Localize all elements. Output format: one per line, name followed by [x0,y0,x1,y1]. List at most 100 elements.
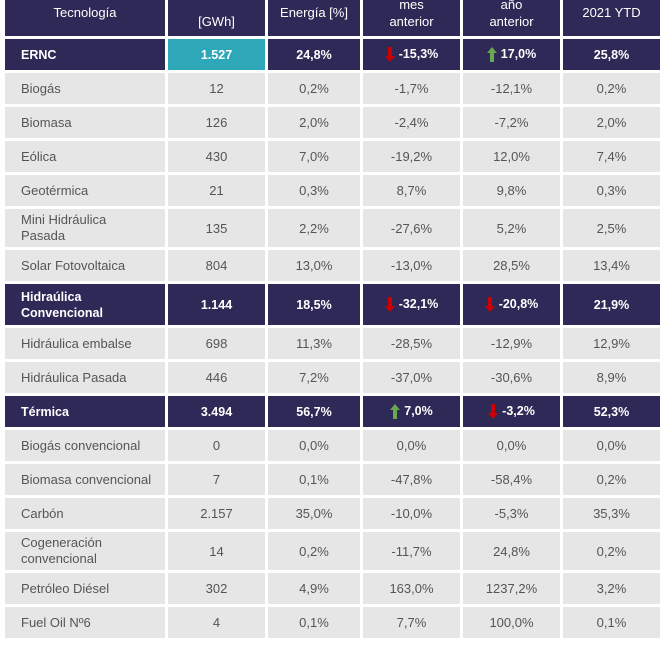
header-tecnologia: Tecnología [5,0,165,36]
cell-mes-anterior: -28,5% [363,328,460,359]
cell-mes-anterior-value: -47,8% [390,472,433,487]
cell-gwh: 126 [168,107,265,138]
cell-ytd: 7,4% [563,141,660,172]
table-row: Hidráulica Pasada 446 7,2% -37,0% -30,6% 8,9% [5,362,660,393]
cell-gwh-value: 7 [212,472,221,487]
cell-ano-anterior-value: -7,2% [494,115,529,130]
cell-ano-anterior: -12,9% [463,328,560,359]
cell-tecnologia: Eólica [5,141,165,172]
cell-mes-anterior: -47,8% [363,464,460,495]
cell-mes-anterior: -32,1% [363,284,460,325]
cell-gwh: 21 [168,175,265,206]
cell-ytd: 12,9% [563,328,660,359]
cell-gwh-value: 12 [209,81,224,96]
table-row: Solar Fotovoltaica 804 13,0% -13,0% 28,5% 13,… [5,250,660,281]
cell-energia-value: 0,1% [299,472,329,487]
name-text: Eólica [21,148,57,164]
table-body: ERNC 1.527 24,8% -15,3% 17,0% 25,8% Biogás 12 0,… [5,39,660,638]
cell-energia-value: 18,5% [296,297,332,312]
table-row: Mini Hidráulica Pasada 135 2,2% -27,6% 5,2% 2,… [5,209,660,247]
cell-energia-value: 7,2% [299,370,329,385]
cell-ano-anterior-value: -5,3% [494,506,529,521]
cell-gwh: 0 [168,430,265,461]
cell-gwh-value: 1.144 [200,297,233,312]
cell-ano-anterior: 100,0% [463,607,560,638]
cell-tecnologia: Hidráulica Pasada [5,362,165,393]
cell-ytd-value: 25,8% [593,47,630,62]
cell-ano-anterior: -30,6% [463,362,560,393]
cell-ano-anterior: 1237,2% [463,573,560,604]
cell-ano-anterior-value: -58,4% [490,472,533,487]
cell-gwh: 2.157 [168,498,265,529]
cell-energia-value: 7,0% [299,149,329,164]
name-text: Geotérmica [21,182,89,198]
cell-energia-value: 2,0% [299,115,329,130]
cell-ytd-value: 3,2% [596,581,627,596]
table-row: Hidráulica embalse 698 11,3% -28,5% -12,9% 12… [5,328,660,359]
cell-gwh: 1.144 [168,284,265,325]
cell-ytd: 0,2% [563,73,660,104]
table-row: Biomasa 126 2,0% -2,4% -7,2% 2,0% [5,107,660,138]
cell-gwh-value: 4 [212,615,221,630]
cell-tecnologia: Fuel Oil Nº6 [5,607,165,638]
cell-gwh: 446 [168,362,265,393]
cell-mes-anterior-value: -2,4% [394,115,429,130]
cell-ytd-value: 0,0% [596,438,627,453]
cell-ano-anterior-value: 0,0% [496,438,527,453]
group-row: Hidraúlica Convencional 1.144 18,5% -32,1% -2… [5,284,660,325]
table-row: Biomasa convencional 7 0,1% -47,8% -58,4% 0,2… [5,464,660,495]
cell-mes-anterior-value: -10,0% [390,506,433,521]
cell-ytd-value: 0,2% [596,472,627,487]
cell-mes-anterior: -15,3% [363,39,460,70]
cell-energia-value: 0,0% [299,438,329,453]
cell-gwh-value: 3.494 [200,404,233,419]
cell-ytd-value: 0,1% [596,615,627,630]
cell-energia-value: 0,3% [299,183,329,198]
cell-mes-anterior: -13,0% [363,250,460,281]
cell-mes-anterior-value: -1,7% [394,81,429,96]
cell-ano-anterior: -7,2% [463,107,560,138]
cell-ytd: 13,4% [563,250,660,281]
header-ytd: 2021 YTD [563,0,660,36]
cell-ytd-value: 21,9% [593,297,630,312]
cell-mes-anterior: -10,0% [363,498,460,529]
cell-energia-value: 2,2% [299,220,329,236]
cell-energia: 7,0% [268,141,360,172]
cell-ytd: 35,3% [563,498,660,529]
arrow-up-icon [390,404,401,420]
cell-ytd: 25,8% [563,39,660,70]
header-mes-anterior: mes anterior [363,0,460,36]
cell-ano-anterior-value: 17,0% [500,46,537,61]
cell-ytd-value: 12,9% [593,336,630,351]
cell-mes-anterior-value: -13,0% [390,258,433,273]
name-text: Biogás convencional [21,437,141,453]
cell-gwh: 1.527 [168,39,265,70]
cell-mes-anterior-value: -27,6% [390,220,433,236]
cell-tecnologia: Carbón [5,498,165,529]
cell-energia: 24,8% [268,39,360,70]
cell-ano-anterior: -3,2% [463,396,560,427]
cell-gwh: 430 [168,141,265,172]
cell-ano-anterior-value: 9,8% [496,183,527,198]
cell-ytd: 2,5% [563,209,660,247]
cell-ytd: 3,2% [563,573,660,604]
cell-gwh-value: 0 [212,438,221,453]
cell-energia: 13,0% [268,250,360,281]
cell-ano-anterior-value: -3,2% [502,403,535,418]
cell-energia: 56,7% [268,396,360,427]
cell-gwh-value: 446 [205,370,228,385]
cell-ytd: 0,2% [563,464,660,495]
cell-ano-anterior-value: 1237,2% [485,581,538,596]
cell-tecnologia: Biogás [5,73,165,104]
cell-energia: 4,9% [268,573,360,604]
cell-ano-anterior: -5,3% [463,498,560,529]
arrow-down-icon [488,404,499,420]
cell-ano-anterior-value: 100,0% [489,615,534,630]
cell-energia-value: 35,0% [295,506,333,521]
cell-energia-value: 11,3% [296,336,332,351]
cell-mes-anterior: -19,2% [363,141,460,172]
table-row: Biogás convencional 0 0,0% 0,0% 0,0% 0,0% [5,430,660,461]
cell-energia-value: 0,2% [299,543,329,559]
cell-gwh: 4 [168,607,265,638]
header-ano-anterior: año anterior [463,0,560,36]
